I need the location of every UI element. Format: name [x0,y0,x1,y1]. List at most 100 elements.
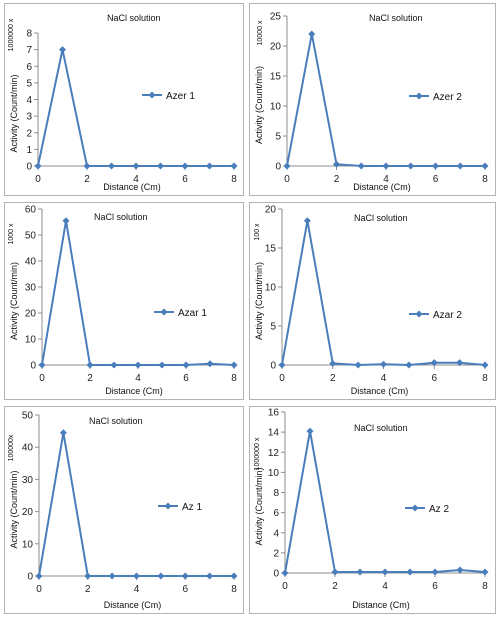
y-tick-label: 40 [25,257,37,268]
data-point-marker [108,572,116,580]
y-multiplier-label: 10000 x [257,20,264,45]
data-point-marker [206,572,214,580]
y-axis-label: Activity (Count/min) [254,467,264,545]
x-tick-label: 6 [182,174,188,185]
chart-svg: 0 5 10 15 20 0 2 4 6 8 NaCl solution Distance (Cm) A… [249,202,496,400]
chart-panel: 0 10 20 30 40 50 0 2 4 6 8 NaCl solution Distance (C… [4,406,244,614]
data-point-marker [108,162,115,170]
chart-title: NaCl solution [107,13,161,23]
y-tick-label: 16 [268,408,280,419]
data-point-marker [381,568,389,576]
chart-frame [4,202,244,400]
x-axis-label: Distance (Cm) [104,600,162,610]
legend-marker [415,310,423,318]
y-tick-label: 10 [25,335,37,346]
y-tick-label: 0 [270,361,276,372]
data-point-marker [230,361,238,369]
data-point-marker [456,162,464,170]
data-point-marker [181,162,189,170]
x-tick-label: 8 [482,373,488,384]
chart-panel: 0 5 10 15 20 0 2 4 6 8 NaCl solution Distance (Cm) A… [249,202,496,400]
data-point-marker [181,572,189,580]
data-point-marker [406,568,414,576]
data-point-marker [62,217,70,225]
chart-panel: 0 10 20 30 40 50 60 0 2 4 6 8 NaCl solution Distance … [4,202,244,400]
y-tick-label: 15 [265,244,277,255]
data-point-marker [278,361,286,369]
data-point-marker [182,361,190,369]
y-tick-label: 6 [273,508,279,519]
y-tick-label: 20 [25,309,37,320]
data-point-marker [283,162,291,170]
chart-svg: 0 2 4 6 8 10 12 14 16 0 2 4 6 8 NaCl solution Distance … [249,406,496,614]
x-tick-label: 8 [231,174,237,185]
y-tick-label: 6 [26,62,32,73]
y-tick-label: 5 [275,132,281,143]
y-tick-label: 0 [30,361,36,372]
y-tick-label: 2 [273,548,279,559]
x-axis-label: Distance (Cm) [352,600,410,610]
data-point-marker [38,361,46,369]
data-point-marker [481,361,489,369]
x-axis-label: Distance (Cm) [103,182,161,192]
data-point-marker [329,359,337,367]
legend-label: Az 1 [182,502,202,513]
data-point-marker [34,162,42,170]
y-tick-label: 60 [25,205,37,216]
y-multiplier-label: 1000 x [8,223,15,245]
x-tick-label: 6 [431,373,437,384]
data-point-marker [431,568,439,576]
chart-frame [249,3,496,196]
y-tick-label: 4 [273,528,279,539]
y-tick-label: 30 [25,283,37,294]
chart-title: NaCl solution [94,212,148,222]
x-tick-label: 8 [231,584,237,595]
y-axis-label: Activity (Count/min) [9,470,19,548]
chart-svg: 0 1 2 3 4 5 6 7 8 0 2 4 6 8 NaCl solution Distance (Cm)… [4,3,244,196]
data-point-marker [432,162,439,170]
y-tick-label: 20 [270,42,282,53]
chart-panel: 0 1 2 3 4 5 6 7 8 0 2 4 6 8 NaCl solution Distance (Cm)… [4,3,244,196]
x-tick-label: 6 [182,584,188,595]
data-point-marker [158,361,166,369]
data-point-marker [430,359,438,367]
y-axis-label: Activity (Count/min) [9,74,19,152]
legend-label: Azer 2 [433,92,462,103]
data-point-marker [84,572,92,580]
x-tick-label: 2 [85,584,91,595]
y-tick-label: 10 [265,283,277,294]
y-tick-label: 0 [26,162,32,173]
data-point-marker [333,160,340,168]
y-tick-label: 50 [22,411,34,422]
chart-panel: 0 5 10 15 20 25 0 2 4 6 8 NaCl solution Distance (Cm… [249,3,496,196]
data-point-marker [157,572,165,580]
data-point-marker [132,162,140,170]
x-tick-label: 0 [35,174,41,185]
y-axis-label: Activity (Count/min) [254,66,264,144]
legend-label: Azar 1 [178,308,207,319]
data-point-marker [331,568,339,576]
y-multiplier-label: 100 x [254,223,261,241]
x-tick-label: 6 [433,174,439,185]
data-point-marker [456,566,464,574]
chart-frame [4,406,244,614]
x-tick-label: 2 [332,581,338,592]
x-tick-label: 4 [381,373,387,384]
y-tick-label: 20 [265,205,277,216]
data-point-marker [308,30,316,38]
chart-frame [4,3,244,196]
data-point-marker [380,360,387,368]
y-tick-label: 3 [26,112,32,123]
data-point-marker [357,162,365,170]
data-point-marker [481,162,489,170]
legend-label: Az 2 [429,504,449,515]
y-tick-label: 5 [270,322,276,333]
y-tick-label: 40 [22,443,34,454]
data-point-marker [407,162,415,170]
y-tick-label: 0 [27,572,33,583]
y-tick-label: 30 [22,475,34,486]
y-multiplier-label: 100000x [8,434,15,461]
data-point-marker [303,217,311,225]
y-tick-label: 25 [270,12,282,23]
legend-marker [411,504,419,512]
